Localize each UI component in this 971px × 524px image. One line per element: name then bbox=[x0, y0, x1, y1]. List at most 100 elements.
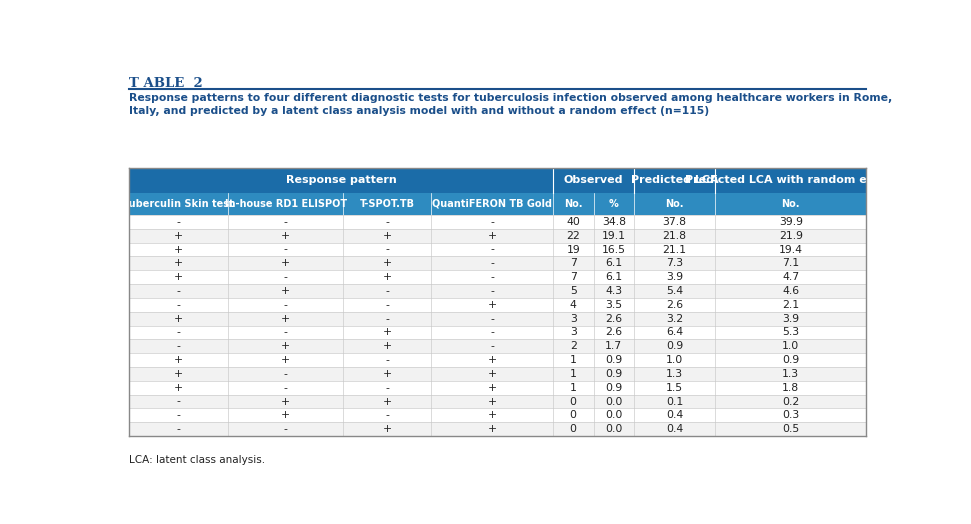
Text: 0.0: 0.0 bbox=[605, 397, 622, 407]
Text: -: - bbox=[385, 383, 389, 392]
Text: +: + bbox=[174, 231, 184, 241]
Text: 1.3: 1.3 bbox=[783, 369, 799, 379]
Text: 2.6: 2.6 bbox=[605, 314, 622, 324]
Text: 16.5: 16.5 bbox=[602, 245, 625, 255]
Text: -: - bbox=[284, 424, 287, 434]
Text: 1.7: 1.7 bbox=[605, 341, 622, 351]
Text: +: + bbox=[487, 383, 497, 392]
Text: +: + bbox=[174, 355, 184, 365]
Text: 1.0: 1.0 bbox=[666, 355, 684, 365]
Text: 0.5: 0.5 bbox=[783, 424, 799, 434]
Bar bbox=[593, 193, 634, 215]
Text: 22: 22 bbox=[566, 231, 580, 241]
Text: -: - bbox=[385, 217, 389, 227]
Text: -: - bbox=[490, 272, 494, 282]
Text: 21.8: 21.8 bbox=[662, 231, 686, 241]
Text: 0.4: 0.4 bbox=[666, 410, 684, 420]
Text: -: - bbox=[490, 258, 494, 268]
Text: 4: 4 bbox=[570, 300, 577, 310]
Text: 1: 1 bbox=[570, 383, 577, 392]
Text: +: + bbox=[281, 258, 290, 268]
Text: 0: 0 bbox=[570, 410, 577, 420]
Text: -: - bbox=[284, 369, 287, 379]
Text: 19.4: 19.4 bbox=[779, 245, 803, 255]
Text: -: - bbox=[490, 217, 494, 227]
Bar bbox=[129, 193, 228, 215]
Text: 0: 0 bbox=[570, 397, 577, 407]
Text: 3.5: 3.5 bbox=[605, 300, 622, 310]
Text: 4.6: 4.6 bbox=[783, 286, 799, 296]
Text: -: - bbox=[490, 341, 494, 351]
Text: 2.6: 2.6 bbox=[605, 328, 622, 337]
Text: 0: 0 bbox=[570, 424, 577, 434]
Text: 0.0: 0.0 bbox=[605, 410, 622, 420]
Text: -: - bbox=[490, 314, 494, 324]
Text: +: + bbox=[174, 383, 184, 392]
Text: +: + bbox=[281, 231, 290, 241]
Text: Predicted LCA with random effect: Predicted LCA with random effect bbox=[686, 176, 896, 185]
Text: 1.3: 1.3 bbox=[666, 369, 684, 379]
Text: Response patterns to four different diagnostic tests for tuberculosis infection : Response patterns to four different diag… bbox=[129, 93, 892, 116]
Text: 0.4: 0.4 bbox=[666, 424, 684, 434]
Text: +: + bbox=[487, 410, 497, 420]
Text: +: + bbox=[174, 314, 184, 324]
Text: 3.9: 3.9 bbox=[666, 272, 684, 282]
Text: -: - bbox=[177, 300, 181, 310]
Text: +: + bbox=[281, 286, 290, 296]
Text: -: - bbox=[385, 286, 389, 296]
Text: +: + bbox=[383, 397, 391, 407]
Text: +: + bbox=[174, 369, 184, 379]
Text: -: - bbox=[490, 245, 494, 255]
Text: 3.9: 3.9 bbox=[783, 314, 799, 324]
Text: 19.1: 19.1 bbox=[602, 231, 625, 241]
Text: -: - bbox=[490, 328, 494, 337]
Text: 0.9: 0.9 bbox=[605, 369, 622, 379]
Text: -: - bbox=[284, 245, 287, 255]
Text: +: + bbox=[383, 369, 391, 379]
Text: +: + bbox=[487, 300, 497, 310]
Text: 6.1: 6.1 bbox=[605, 272, 622, 282]
Text: -: - bbox=[284, 300, 287, 310]
Text: 0.9: 0.9 bbox=[605, 383, 622, 392]
Text: -: - bbox=[284, 383, 287, 392]
Text: -: - bbox=[177, 328, 181, 337]
Text: +: + bbox=[281, 410, 290, 420]
Bar bbox=[431, 193, 552, 215]
Text: In-house RD1 ELISPOT: In-house RD1 ELISPOT bbox=[224, 199, 347, 209]
Text: 7.1: 7.1 bbox=[783, 258, 799, 268]
Text: +: + bbox=[487, 231, 497, 241]
Text: +: + bbox=[281, 314, 290, 324]
Text: 4.3: 4.3 bbox=[605, 286, 622, 296]
Text: -: - bbox=[385, 245, 389, 255]
Text: +: + bbox=[383, 328, 391, 337]
Text: 40: 40 bbox=[566, 217, 580, 227]
Text: QuantiFERON TB Gold: QuantiFERON TB Gold bbox=[432, 199, 552, 209]
Text: 1.0: 1.0 bbox=[783, 341, 799, 351]
Text: -: - bbox=[284, 328, 287, 337]
Text: +: + bbox=[383, 424, 391, 434]
Text: 7: 7 bbox=[570, 272, 577, 282]
Text: %: % bbox=[609, 199, 619, 209]
Text: +: + bbox=[383, 258, 391, 268]
Text: +: + bbox=[487, 397, 497, 407]
Text: -: - bbox=[177, 410, 181, 420]
Text: 37.8: 37.8 bbox=[662, 217, 686, 227]
Text: -: - bbox=[177, 286, 181, 296]
Text: 0.1: 0.1 bbox=[666, 397, 684, 407]
Bar bbox=[634, 168, 716, 193]
Text: 0.9: 0.9 bbox=[783, 355, 799, 365]
Text: Observed: Observed bbox=[564, 176, 623, 185]
Bar bbox=[129, 298, 866, 312]
Text: +: + bbox=[174, 272, 184, 282]
Text: -: - bbox=[385, 410, 389, 420]
Text: -: - bbox=[284, 272, 287, 282]
Text: 39.9: 39.9 bbox=[779, 217, 803, 227]
Text: +: + bbox=[487, 355, 497, 365]
Text: LCA: latent class analysis.: LCA: latent class analysis. bbox=[129, 455, 265, 465]
Bar bbox=[552, 168, 634, 193]
Text: -: - bbox=[177, 341, 181, 351]
Text: 0.2: 0.2 bbox=[783, 397, 799, 407]
Text: 5.4: 5.4 bbox=[666, 286, 684, 296]
Text: T ABLE  2: T ABLE 2 bbox=[129, 77, 203, 90]
Text: 2.1: 2.1 bbox=[783, 300, 799, 310]
